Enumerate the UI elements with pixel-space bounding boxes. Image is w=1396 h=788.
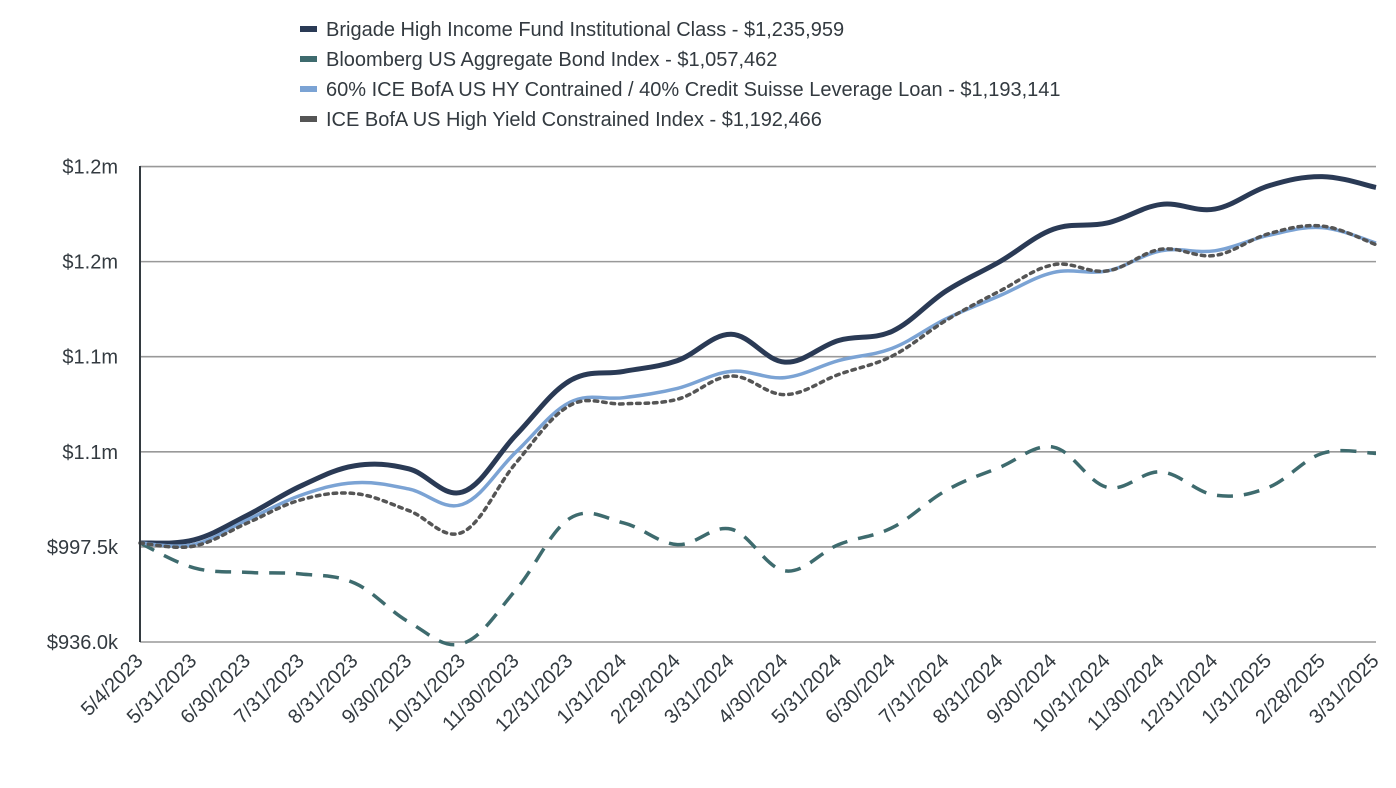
y-tick-label: $936.0k: [47, 632, 119, 654]
legend-label-4: ICE BofA US High Yield Constrained Index…: [326, 109, 822, 131]
legend-swatch-2: [300, 56, 317, 62]
legend-label-1: Brigade High Income Fund Institutional C…: [326, 19, 844, 41]
gridlines: [140, 165, 1376, 643]
legend-swatch-1: [300, 26, 317, 32]
series-line-bloomberg-us-aggregate-bond-index: [139, 444, 1377, 647]
legend-swatch-3: [300, 86, 317, 92]
y-axis-ticks: $936.0k $997.5k $1.1m $1.1m $1.2m $1.2m: [47, 157, 119, 654]
series-lines: [138, 174, 1378, 647]
series-line-ice-bofa-us-high-yield-constrained-index: [138, 223, 1378, 550]
y-tick-label: $1.1m: [62, 442, 118, 464]
series-line-brigade-high-income-fund-institutional-class: [139, 174, 1377, 546]
legend: Brigade High Income Fund Institutional C…: [300, 19, 1061, 131]
y-tick-label: $1.2m: [62, 157, 118, 179]
legend-swatch-4: [300, 116, 317, 122]
x-axis-ticks: 5/4/20235/31/20236/30/20237/31/20238/31/…: [77, 650, 1384, 736]
legend-label-3: 60% ICE BofA US HY Contrained / 40% Cred…: [326, 79, 1061, 101]
y-tick-label: $1.2m: [62, 252, 118, 274]
y-tick-label: $997.5k: [47, 537, 119, 559]
legend-label-2: Bloomberg US Aggregate Bond Index - $1,0…: [326, 49, 777, 71]
y-tick-label: $1.1m: [62, 347, 118, 369]
